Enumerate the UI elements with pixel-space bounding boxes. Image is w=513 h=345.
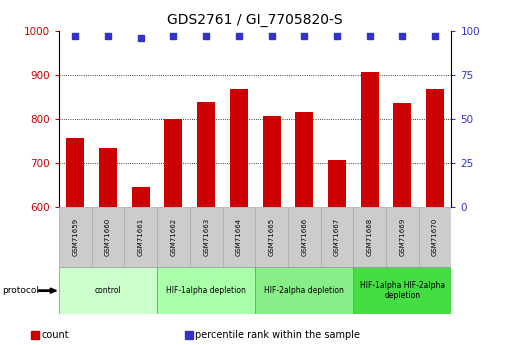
Bar xyxy=(328,160,346,207)
Bar xyxy=(361,72,379,207)
Bar xyxy=(99,148,117,207)
Point xyxy=(71,33,80,39)
Bar xyxy=(426,89,444,207)
Title: GDS2761 / GI_7705820-S: GDS2761 / GI_7705820-S xyxy=(167,13,343,27)
Text: GSM71660: GSM71660 xyxy=(105,218,111,256)
Point xyxy=(267,33,275,39)
Bar xyxy=(157,207,190,267)
Bar xyxy=(157,267,255,314)
Bar xyxy=(321,207,353,267)
Text: GSM71667: GSM71667 xyxy=(334,218,340,256)
Point xyxy=(202,33,210,39)
Bar xyxy=(255,267,353,314)
Bar xyxy=(295,112,313,207)
Point xyxy=(104,33,112,39)
Point xyxy=(136,35,145,41)
Text: GSM71670: GSM71670 xyxy=(432,218,438,256)
Text: control: control xyxy=(95,286,122,295)
Text: HIF-1alpha depletion: HIF-1alpha depletion xyxy=(166,286,246,295)
Text: GSM71663: GSM71663 xyxy=(203,218,209,256)
Bar xyxy=(223,207,255,267)
Bar xyxy=(197,102,215,207)
Point xyxy=(333,33,341,39)
Text: HIF-1alpha HIF-2alpha
depletion: HIF-1alpha HIF-2alpha depletion xyxy=(360,281,445,300)
Bar xyxy=(165,119,183,207)
Point xyxy=(431,33,439,39)
Bar xyxy=(190,207,223,267)
Text: GSM71668: GSM71668 xyxy=(367,218,372,256)
Bar xyxy=(92,207,125,267)
Point xyxy=(300,33,308,39)
Text: GSM71662: GSM71662 xyxy=(170,218,176,256)
Text: GSM71665: GSM71665 xyxy=(269,218,274,256)
Bar xyxy=(59,267,157,314)
Point xyxy=(169,33,177,39)
Bar xyxy=(263,116,281,207)
Point xyxy=(235,33,243,39)
Point xyxy=(398,33,406,39)
Point xyxy=(366,33,374,39)
Text: count: count xyxy=(41,330,69,339)
Bar xyxy=(353,207,386,267)
Text: GSM71669: GSM71669 xyxy=(400,218,405,256)
Bar xyxy=(419,207,451,267)
Text: percentile rank within the sample: percentile rank within the sample xyxy=(195,330,360,339)
Text: GSM71661: GSM71661 xyxy=(138,218,144,256)
Text: GSM71664: GSM71664 xyxy=(236,218,242,256)
Bar xyxy=(124,207,157,267)
Text: GSM71659: GSM71659 xyxy=(72,218,78,256)
Text: GSM71666: GSM71666 xyxy=(301,218,307,256)
Bar xyxy=(66,138,84,207)
Bar xyxy=(132,187,150,207)
Bar xyxy=(393,103,411,207)
Bar xyxy=(59,207,92,267)
Bar xyxy=(353,267,451,314)
Bar xyxy=(386,207,419,267)
Bar xyxy=(255,207,288,267)
Text: protocol: protocol xyxy=(3,286,40,295)
Bar xyxy=(288,207,321,267)
Bar xyxy=(230,89,248,207)
Text: HIF-2alpha depletion: HIF-2alpha depletion xyxy=(264,286,344,295)
